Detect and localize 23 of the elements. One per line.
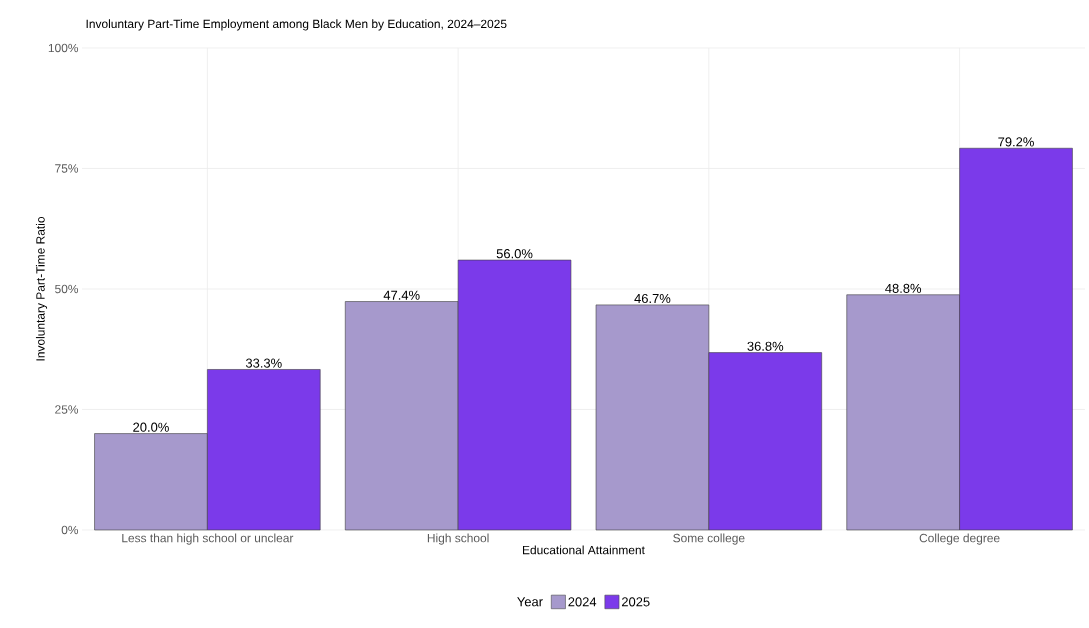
x-tick-label: Some college <box>673 533 745 545</box>
x-tick-label: College degree <box>919 533 1000 545</box>
y-tick-label: 25% <box>55 405 79 414</box>
y-tick-label: 50% <box>55 284 79 294</box>
legend-label: 2025 <box>621 597 650 607</box>
data-label: 36.8% <box>747 341 784 351</box>
data-label: 48.8% <box>885 283 922 293</box>
data-label: 20.0% <box>133 422 169 432</box>
data-label: 56.0% <box>496 249 533 259</box>
data-label: 33.3% <box>245 358 282 368</box>
y-tick-label: 0% <box>61 525 79 535</box>
chart-title: Involuntary Part-Time Employment among Black Men by Education, 2024–2025 <box>86 19 507 31</box>
legend-label: 2024 <box>568 597 597 607</box>
x-axis-title: Educational Attainment <box>523 545 645 555</box>
x-tick-label: Less than high school or unclear <box>122 533 294 545</box>
legend-title: Year <box>517 597 543 607</box>
data-label: 79.2% <box>998 137 1034 147</box>
y-tick-label: 75% <box>55 164 79 173</box>
data-label: 47.4% <box>383 290 420 300</box>
x-tick-label: High school <box>427 533 489 545</box>
y-axis-title: Involuntary Part-Time Ratio <box>35 216 48 361</box>
data-label: 46.7% <box>634 293 671 304</box>
y-tick-label: 100% <box>48 43 79 53</box>
